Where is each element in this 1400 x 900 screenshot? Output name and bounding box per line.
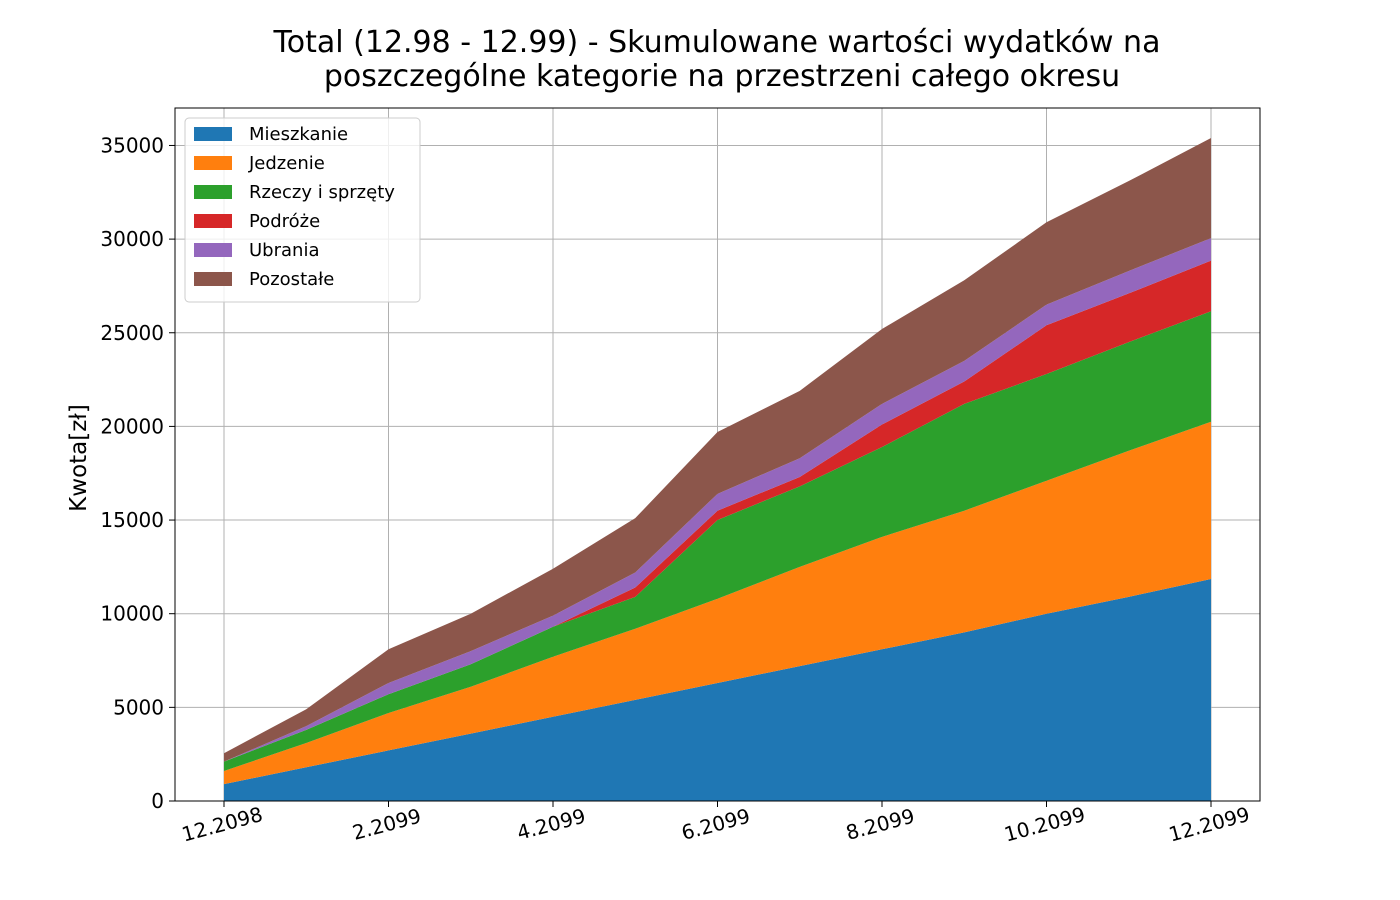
area-rzeczy-i-sprzety: [224, 311, 1211, 772]
x-tick-label: 6.2099: [679, 804, 753, 845]
legend: Mieszkanie Jedzenie Rzeczy i sprzęty Podróż…: [184, 117, 421, 303]
y-axis: 0 5000 10000 15000 20000 25000 30000 35000: [100, 133, 175, 813]
y-tick-label: 25000: [100, 321, 164, 345]
legend-swatch-pozosta-e: [194, 272, 232, 286]
y-tick-label: 20000: [100, 414, 164, 438]
area-jedzenie: [224, 421, 1211, 785]
legend-label-pozosta-e: Pozostałe: [249, 269, 334, 290]
x-tick-label: 12.2098: [179, 802, 265, 847]
y-tick-label: 30000: [100, 227, 164, 251]
x-tick-label: 4.2099: [514, 804, 588, 845]
legend-label-jedzenie: Jedzenie: [248, 153, 325, 174]
legend-swatch-podroze: [194, 214, 232, 228]
legend-label-mieszkanie: Mieszkanie: [249, 124, 348, 145]
legend-swatch-mieszkanie: [194, 127, 232, 141]
legend-frame: [184, 117, 421, 303]
area-ubrania: [224, 238, 1211, 762]
area-podroze: [224, 260, 1211, 762]
x-axis: 12.2098 2.2099 4.2099 6.2099 8.2099 10.2099 12…: [179, 801, 1252, 847]
y-tick-label: 0: [151, 789, 164, 813]
y-tick-label: 5000: [113, 695, 164, 719]
area-layers: [224, 137, 1211, 801]
legend-swatch-ubrania: [194, 243, 232, 257]
x-tick-label: 10.2099: [1002, 802, 1088, 847]
x-tick-label: 12.2099: [1166, 802, 1252, 847]
y-tick-label: 15000: [100, 508, 164, 532]
legend-label-rzeczy-i-sprzety: Rzeczy i sprzęty: [249, 182, 395, 203]
area-mieszkanie: [224, 579, 1211, 801]
chart-title-line1: Total (12.98 - 12.99) - Skumulowane wart…: [273, 25, 1161, 60]
legend-label-podroze: Podróże: [249, 211, 320, 232]
y-tick-label: 10000: [100, 602, 164, 626]
legend-label-ubrania: Ubrania: [249, 240, 319, 261]
y-tick-label: 35000: [100, 133, 164, 157]
x-tick-label: 8.2099: [843, 804, 917, 845]
area-pozosta-e: [224, 137, 1211, 762]
legend-swatch-rzeczy-i-sprzety: [194, 185, 232, 199]
y-axis-label: Kwota[zł]: [66, 404, 92, 512]
legend-swatch-jedzenie: [194, 156, 232, 170]
chart-title-line2: poszczególne kategorie na przestrzeni ca…: [324, 59, 1120, 94]
x-tick-label: 2.2099: [350, 804, 424, 845]
